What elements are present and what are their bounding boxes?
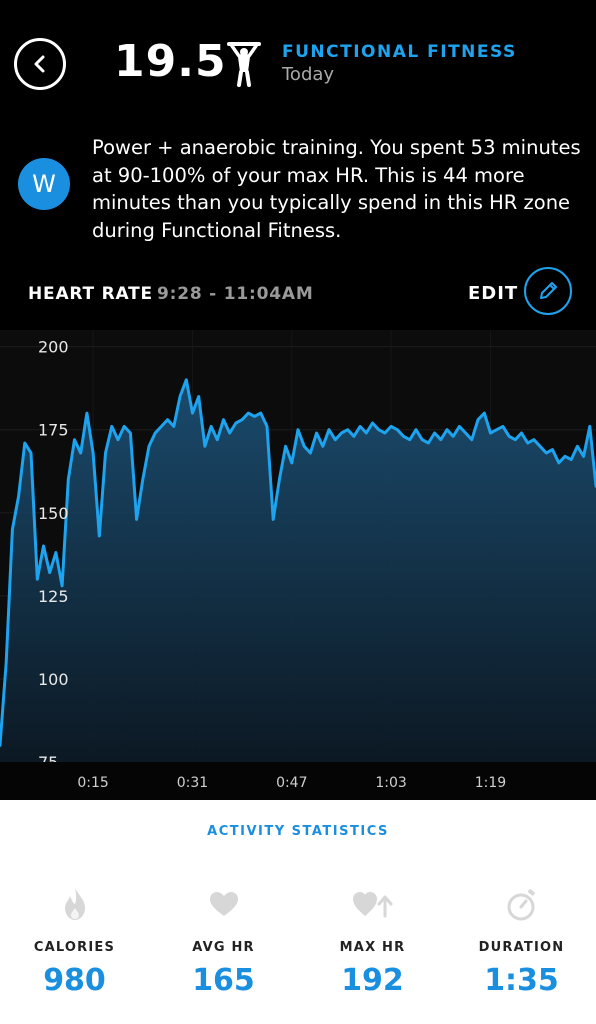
heart-rate-line — [0, 378, 596, 747]
activity-title: FUNCTIONAL FITNESS — [282, 42, 517, 62]
header: 19.5 FUNCTIONAL FITNESS Today — [0, 0, 596, 120]
edit-button[interactable] — [524, 267, 572, 315]
whoop-logo-icon: W — [18, 158, 70, 210]
whoop-logo-text: W — [32, 170, 56, 198]
stat-calories: CALORIES 980 — [0, 884, 149, 998]
edit-label[interactable]: EDIT — [468, 283, 519, 304]
heart-rate-chart-svg: 75100125150175200 0:150:310:471:031:19 — [0, 330, 596, 800]
x-tick-label: 1:03 — [375, 775, 406, 791]
y-tick-label: 150 — [38, 504, 69, 523]
stat-label: AVG HR — [192, 940, 255, 955]
stopwatch-icon — [507, 889, 535, 921]
flame-icon — [64, 888, 85, 920]
chevron-left-icon — [34, 55, 45, 73]
stat-label: MAX HR — [339, 940, 406, 955]
stat-value: 192 — [341, 963, 404, 998]
stat-value: 1:35 — [484, 963, 559, 998]
heart-rate-header: HEART RATE 9:28 - 11:04AM — [28, 284, 314, 304]
heart-rate-chart: 75100125150175200 0:150:310:471:031:19 — [0, 330, 596, 800]
heart-up-icon — [352, 892, 392, 918]
activity-date: Today — [282, 64, 335, 85]
heart-rate-area — [0, 379, 596, 762]
back-button[interactable] — [14, 38, 66, 90]
y-tick-label: 200 — [38, 338, 69, 357]
x-tick-label: 0:47 — [276, 775, 307, 791]
stat-label: DURATION — [478, 940, 565, 955]
functional-fitness-icon — [227, 42, 261, 87]
strain-score: 19.5 — [114, 36, 227, 87]
x-tick-label: 0:31 — [177, 775, 208, 791]
heart-icon — [209, 892, 238, 916]
y-tick-label: 175 — [38, 421, 69, 440]
stat-max-hr: MAX HR 192 — [298, 884, 447, 998]
y-tick-label: 100 — [38, 670, 69, 689]
y-tick-label: 125 — [38, 587, 69, 606]
insight-text: Power + anaerobic training. You spent 53… — [92, 136, 581, 242]
stats-title: ACTIVITY STATISTICS — [207, 824, 389, 839]
stat-label: CALORIES — [33, 940, 116, 955]
time-range: 9:28 - 11:04AM — [156, 284, 314, 304]
x-tick-label: 1:19 — [475, 775, 506, 791]
x-axis-band — [0, 762, 596, 800]
heart-rate-label: HEART RATE — [28, 284, 153, 304]
stat-value: 980 — [43, 963, 106, 998]
stat-avg-hr: AVG HR 165 — [149, 884, 298, 998]
stat-value: 165 — [192, 963, 255, 998]
activity-statistics: ACTIVITY STATISTICS CALORIES 980 AVG HR … — [0, 800, 596, 1024]
x-tick-label: 0:15 — [77, 775, 108, 791]
pencil-icon — [540, 282, 557, 299]
stat-duration: DURATION 1:35 — [447, 884, 596, 998]
